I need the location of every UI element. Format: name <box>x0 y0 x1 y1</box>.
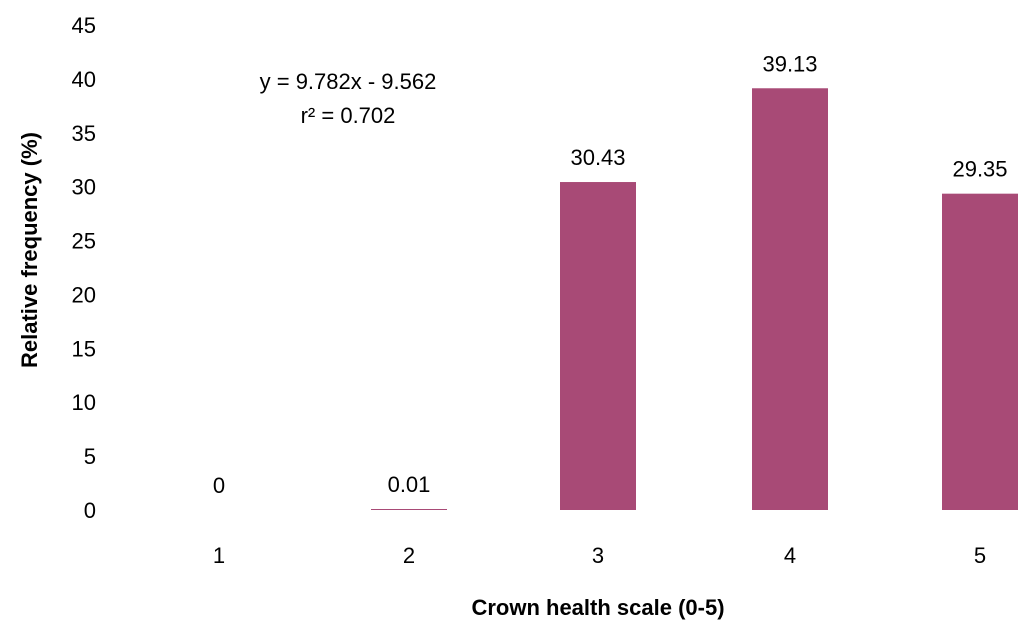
y-tick-label: 10 <box>72 390 96 415</box>
y-tick-label: 40 <box>72 67 96 92</box>
bar <box>371 509 447 510</box>
bar-data-label: 0 <box>213 473 225 498</box>
x-tick-label: 4 <box>784 543 796 568</box>
data-labels-group: 0 0.01 30.43 39.13 29.35 <box>213 51 1008 498</box>
y-tick-label: 35 <box>72 121 96 146</box>
bar <box>560 182 636 510</box>
y-tick-label: 0 <box>84 498 96 523</box>
bar-data-label: 0.01 <box>388 472 431 497</box>
y-tick-label: 30 <box>72 175 96 200</box>
bar-data-label: 30.43 <box>570 145 625 170</box>
bar-data-label: 29.35 <box>952 157 1007 182</box>
y-axis-title: Relative frequency (%) <box>17 132 42 368</box>
bar-data-label: 39.13 <box>762 51 817 76</box>
x-tick-label: 3 <box>592 543 604 568</box>
x-tick-label: 1 <box>213 543 225 568</box>
y-tick-label: 25 <box>72 229 96 254</box>
y-tick-label: 45 <box>72 13 96 38</box>
bar <box>752 88 828 510</box>
r-squared-value: r² = 0.702 <box>301 103 396 128</box>
x-tick-label: 5 <box>974 543 986 568</box>
x-tick-label: 2 <box>403 543 415 568</box>
y-axis-tick-labels: 0 5 10 15 20 25 30 35 40 45 <box>72 13 96 523</box>
y-tick-label: 20 <box>72 282 96 307</box>
regression-equation: y = 9.782x - 9.562 <box>260 69 437 94</box>
y-tick-label: 15 <box>72 336 96 361</box>
y-tick-label: 5 <box>84 444 96 469</box>
x-axis-title: Crown health scale (0-5) <box>471 595 724 620</box>
x-axis-tick-labels: 1 2 3 4 5 <box>213 543 986 568</box>
bars-group <box>371 88 1018 510</box>
bar <box>942 193 1018 510</box>
